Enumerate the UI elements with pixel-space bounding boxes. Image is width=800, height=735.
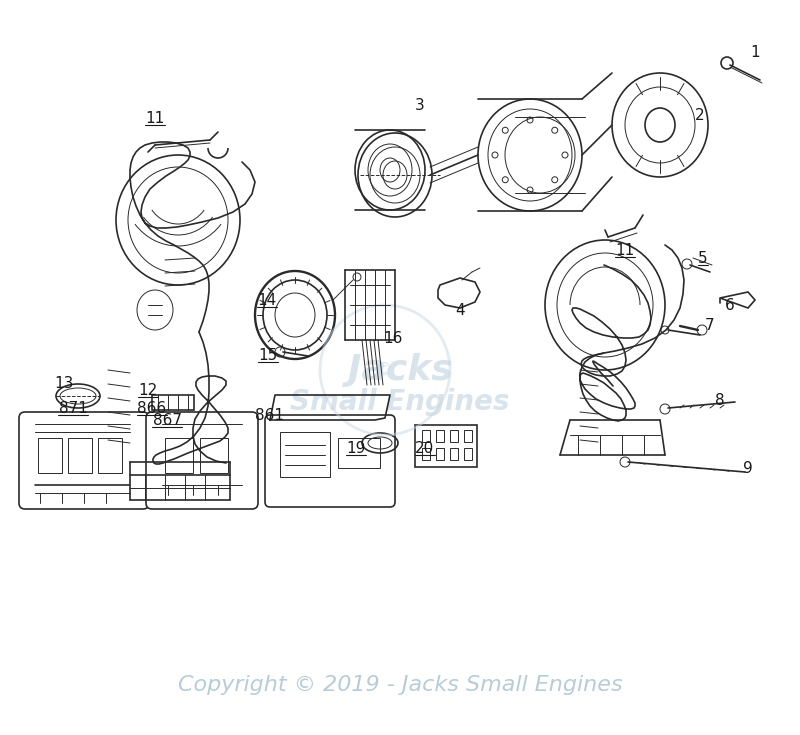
Bar — [68, 438, 92, 473]
Text: ©: © — [376, 361, 392, 379]
Bar — [38, 438, 62, 473]
Bar — [422, 430, 430, 442]
Text: 3: 3 — [415, 98, 425, 112]
Polygon shape — [438, 278, 480, 308]
Bar — [415, 425, 477, 467]
Text: 11: 11 — [146, 110, 165, 126]
Bar — [450, 448, 458, 460]
FancyBboxPatch shape — [146, 412, 258, 509]
Text: 11: 11 — [615, 243, 634, 257]
Text: 12: 12 — [138, 382, 158, 398]
Bar — [165, 438, 193, 473]
Text: 861: 861 — [254, 407, 283, 423]
Text: 2: 2 — [695, 107, 705, 123]
Text: 5: 5 — [698, 251, 708, 265]
Text: Copyright © 2019 - Jacks Small Engines: Copyright © 2019 - Jacks Small Engines — [178, 675, 622, 695]
Text: 13: 13 — [54, 376, 74, 390]
Text: 20: 20 — [415, 440, 434, 456]
Bar — [464, 430, 472, 442]
Bar — [464, 448, 472, 460]
Bar — [422, 448, 430, 460]
FancyBboxPatch shape — [265, 415, 395, 507]
Bar — [280, 432, 330, 477]
Bar — [152, 395, 194, 410]
Text: 1: 1 — [750, 45, 760, 60]
Text: 4: 4 — [455, 303, 465, 318]
Text: 6: 6 — [725, 298, 735, 312]
Text: 867: 867 — [153, 412, 182, 428]
Text: 866: 866 — [138, 401, 166, 415]
Polygon shape — [720, 292, 755, 308]
Text: Small Engines: Small Engines — [290, 388, 510, 416]
Text: 15: 15 — [258, 348, 278, 362]
Text: 19: 19 — [346, 440, 366, 456]
Text: 8: 8 — [715, 392, 725, 407]
Text: Jacks: Jacks — [348, 353, 452, 387]
Bar — [338, 438, 380, 468]
Bar — [436, 448, 444, 460]
Bar — [98, 438, 122, 473]
Bar — [200, 438, 228, 473]
Text: 9: 9 — [743, 461, 753, 476]
Bar — [436, 430, 444, 442]
FancyBboxPatch shape — [19, 412, 149, 509]
Text: 871: 871 — [58, 401, 87, 415]
Text: 7: 7 — [705, 318, 715, 332]
Text: 16: 16 — [383, 331, 402, 345]
Bar — [450, 430, 458, 442]
Text: 14: 14 — [258, 293, 277, 307]
